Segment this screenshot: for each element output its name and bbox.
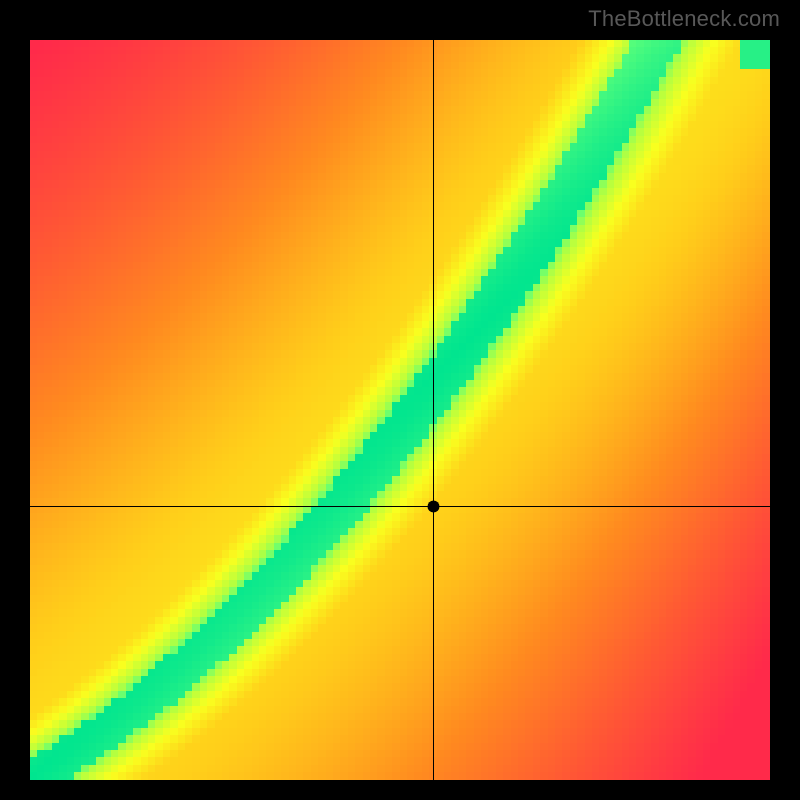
heatmap-chart xyxy=(30,40,770,780)
brand-label: TheBottleneck.com xyxy=(588,6,780,32)
chart-container: TheBottleneck.com xyxy=(0,0,800,800)
heatmap-canvas xyxy=(30,40,770,780)
